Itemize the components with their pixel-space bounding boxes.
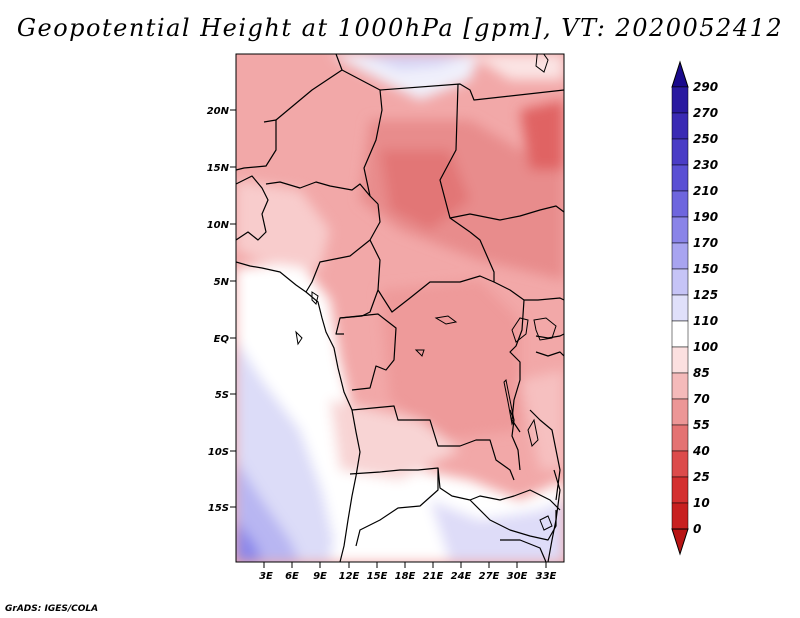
colorbar-segment	[671, 242, 689, 270]
colorbar-label: 125	[693, 288, 718, 302]
lat-label: 5S	[215, 390, 229, 401]
colorbar-label: 190	[693, 210, 718, 224]
colorbar-segment	[671, 346, 689, 374]
lon-label: 24E	[451, 571, 472, 582]
colorbar-label: 10	[693, 496, 710, 510]
lon-ticks	[263, 562, 547, 568]
lon-label: 30E	[507, 571, 528, 582]
lat-label: EQ	[214, 334, 230, 345]
footer-credit: GrADS: IGES/COLA	[5, 604, 99, 614]
colorbar-top-arrow	[671, 60, 689, 88]
lat-label: 10N	[207, 220, 230, 231]
colorbar-label: 110	[693, 314, 718, 328]
lat-label: 5N	[214, 277, 230, 288]
colorbar-segment	[671, 320, 689, 348]
lon-label: 12E	[339, 571, 360, 582]
lon-labels: 3E 6E 9E 12E 15E 18E 21E 24E 27E 30E 33E	[259, 571, 556, 582]
lat-ticks	[230, 109, 236, 508]
lon-label: 15E	[367, 571, 388, 582]
lon-label: 3E	[259, 571, 273, 582]
colorbar-label: 290	[693, 80, 718, 94]
colorbar-segment	[671, 216, 689, 244]
colorbar-bottom-arrow	[671, 528, 689, 556]
colorbar-segment	[671, 112, 689, 140]
colorbar	[671, 60, 689, 556]
colorbar-label: 270	[693, 106, 718, 120]
lon-label: 21E	[423, 571, 444, 582]
colorbar-segment	[671, 476, 689, 504]
colorbar-label: 55	[693, 418, 710, 432]
colorbar-label: 230	[693, 158, 718, 172]
colorbar-segment	[671, 138, 689, 166]
colorbar-label: 40	[692, 444, 710, 458]
colorbar-labels: 290 270 250 230 210 190 170 150 125 110 …	[692, 80, 718, 536]
lat-label: 10S	[208, 447, 229, 458]
colorbar-label: 170	[693, 236, 718, 250]
height-field	[236, 54, 564, 562]
map-frame	[235, 53, 565, 563]
colorbar-segment	[671, 190, 689, 218]
lon-label: 33E	[536, 571, 557, 582]
plot-title: Geopotential Height at 1000hPa [gpm], VT…	[16, 14, 784, 42]
colorbar-label: 150	[693, 262, 718, 276]
colorbar-segment	[671, 424, 689, 452]
colorbar-label: 100	[693, 340, 718, 354]
lon-label: 6E	[285, 571, 299, 582]
colorbar-segment	[671, 268, 689, 296]
colorbar-label: 25	[693, 470, 710, 484]
colorbar-label: 210	[693, 184, 718, 198]
colorbar-label: 0	[693, 522, 701, 536]
lon-label: 18E	[395, 571, 416, 582]
colorbar-segment	[671, 450, 689, 478]
colorbar-segment	[671, 398, 689, 426]
colorbar-label: 250	[693, 132, 718, 146]
colorbar-segment	[671, 86, 689, 114]
lat-labels: 20N 15N 10N 5N EQ 5S 10S 15S	[207, 106, 230, 514]
country-borders	[236, 54, 564, 562]
colorbar-segment	[671, 372, 689, 400]
colorbar-segment	[671, 164, 689, 192]
lat-label: 15N	[207, 163, 230, 174]
lon-label: 27E	[479, 571, 500, 582]
colorbar-segment	[671, 502, 689, 530]
lat-label: 20N	[207, 106, 230, 117]
colorbar-segment	[671, 294, 689, 322]
lat-label: 15S	[208, 503, 229, 514]
colorbar-label: 85	[693, 366, 710, 380]
lon-label: 9E	[313, 571, 327, 582]
colorbar-label: 70	[693, 392, 710, 406]
lakes	[295, 54, 557, 531]
